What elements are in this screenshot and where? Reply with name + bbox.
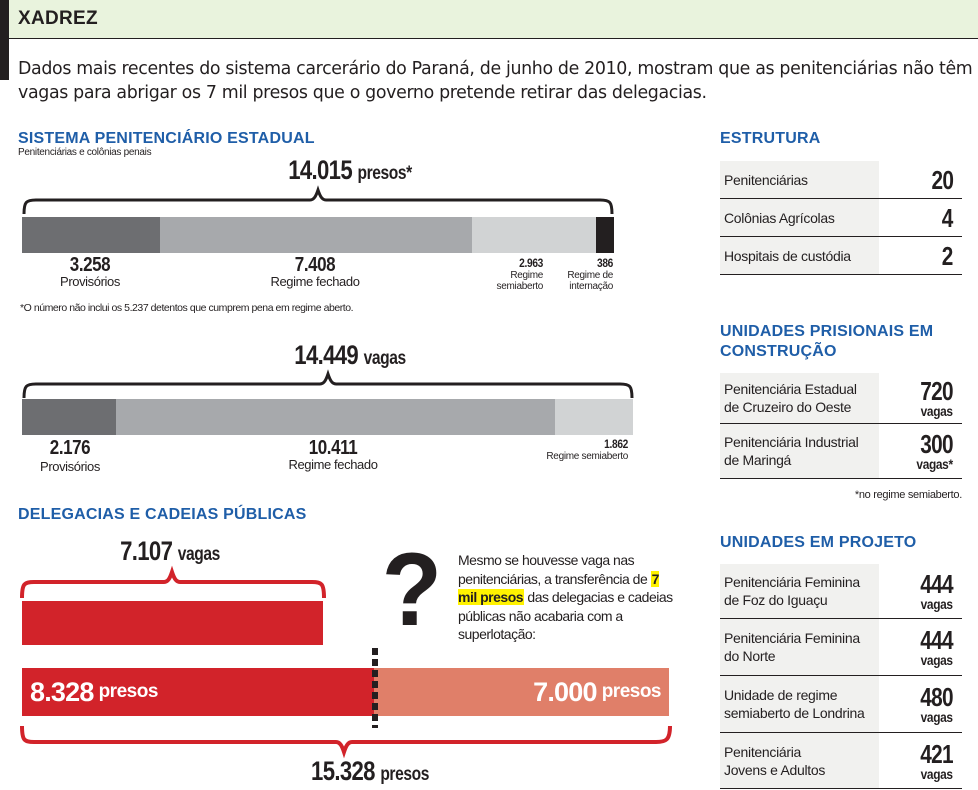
presos-label-internacao: 386 Regime de internação	[567, 256, 613, 292]
presos-label-fechado: 7.408 Regime fechado	[270, 254, 360, 289]
vagas-segment-fechado	[116, 399, 555, 435]
vagas-segment-provisorios	[22, 399, 116, 435]
delegacias-vagas-bar	[22, 601, 323, 645]
table-row: Unidade de regime semiaberto de Londrina…	[720, 676, 962, 733]
header-accent-bar	[0, 0, 9, 80]
delegacias-presos-atuais-bar: 8.328 presos	[22, 668, 374, 716]
table-row: Penitenciária Industrial de Maringá 300 …	[720, 424, 962, 479]
table-row: Penitenciária Estadual de Cruzeiro do Oe…	[720, 373, 962, 424]
section-title-projeto: UNIDADES EM PROJETO	[720, 534, 917, 551]
table-row: Penitenciária Feminina de Foz do Iguaçu …	[720, 564, 962, 619]
question-text: Mesmo se houvesse vaga nas penitenciária…	[458, 552, 673, 642]
construcao-table: Penitenciária Estadual de Cruzeiro do Oe…	[720, 373, 962, 479]
vagas-total-number: 14.449	[294, 340, 359, 370]
presos-segment-internacao	[596, 217, 614, 253]
presos-segment-provisorios	[22, 217, 160, 253]
divider-dashed-line	[372, 648, 378, 728]
presos-segment-fechado	[160, 217, 472, 253]
delegacias-total-brace-icon	[20, 725, 672, 759]
section-title-construcao: UNIDADES PRISIONAIS EM CONSTRUÇÃO	[720, 323, 934, 360]
vagas-label-semiaberto: 1.862 Regime semiaberto	[546, 437, 628, 462]
presos-stacked-bar	[22, 217, 614, 253]
table-row: Colônias Agrícolas 4	[720, 199, 962, 237]
presos-label-semiaberto: 2.963 Regime semiaberto	[496, 256, 544, 292]
page-title: XADREZ	[18, 8, 98, 29]
vagas-label-fechado: 10.411 Regime fechado	[288, 437, 378, 472]
header-band	[9, 0, 978, 39]
table-row: Hospitais de custódia 2	[720, 237, 962, 275]
section-title-estrutura: ESTRUTURA	[720, 130, 821, 147]
section-subtitle-sistema: Penitenciárias e colônias penais	[18, 147, 152, 158]
construcao-footnote: *no regime semiaberto.	[854, 489, 962, 501]
presos-total: 14.015 presos*	[252, 155, 449, 186]
presos-total-unit: presos*	[357, 163, 412, 184]
presos-segment-semiaberto	[472, 217, 596, 253]
presos-brace-icon	[22, 185, 614, 215]
vagas-stacked-bar	[22, 399, 633, 435]
vagas-brace-icon	[22, 369, 634, 399]
section-title-sistema: SISTEMA PENITENCIÁRIO ESTADUAL	[18, 130, 315, 147]
vagas-total-unit: vagas	[363, 348, 407, 369]
delegacias-presos-transferir-bar: 7.000 presos	[374, 668, 669, 716]
question-mark-icon: ?	[381, 532, 442, 648]
table-row: Penitenciária Jovens e Adultos 421 vagas	[720, 733, 962, 789]
presos-label-provisorios: 3.258 Provisórios	[60, 254, 120, 289]
table-row: Penitenciária Feminina do Norte 444 vaga…	[720, 619, 962, 676]
section-title-delegacias: DELEGACIAS E CADEIAS PÚBLICAS	[18, 506, 307, 523]
presos-total-number: 14.015	[288, 155, 352, 185]
vagas-total: 14.449 vagas	[252, 340, 449, 371]
table-row: Penitenciárias 20	[720, 161, 962, 199]
presos-footnote: *O número não inclui os 5.237 detentos q…	[20, 302, 354, 314]
delegacias-presos-total: 15.328 presos	[311, 756, 429, 786]
delegacias-vagas-brace-icon	[20, 565, 326, 599]
vagas-label-provisorios: 2.176 Provisórios	[40, 437, 100, 474]
vagas-segment-semiaberto	[555, 399, 633, 435]
projeto-table: Penitenciária Feminina de Foz do Iguaçu …	[720, 564, 962, 789]
estrutura-table: Penitenciárias 20 Colônias Agrícolas 4 H…	[720, 161, 962, 275]
delegacias-vagas-total: 7.107 vagas	[120, 536, 220, 566]
intro-text: Dados mais recentes do sistema carcerári…	[18, 59, 973, 103]
